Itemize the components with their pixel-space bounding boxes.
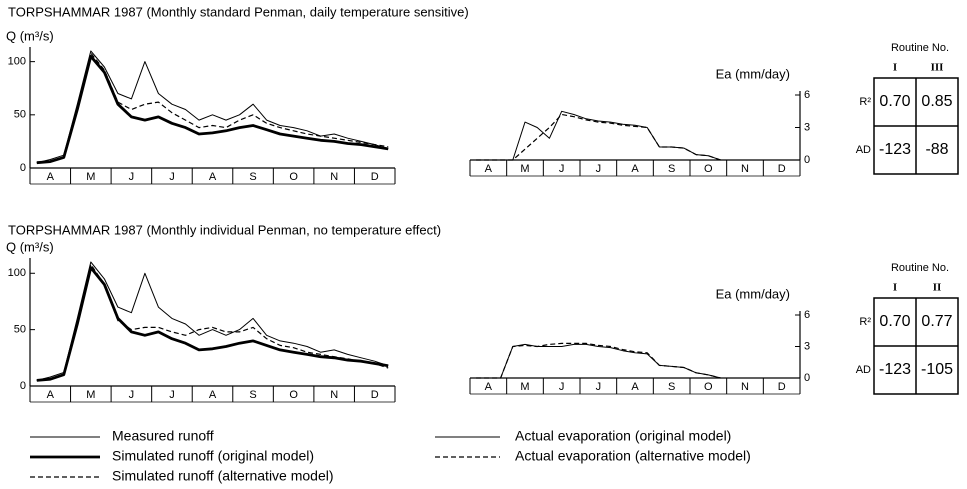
- series-line: [476, 110, 721, 161]
- chart-title: TORPSHAMMAR 1987 (Monthly individual Pen…: [8, 222, 441, 237]
- series-line: [36, 266, 389, 382]
- table-title: Routine No.: [891, 262, 949, 274]
- y-tick-label: 0: [804, 154, 810, 166]
- legend-label: Actual evaporation (original model): [515, 428, 731, 444]
- series-line: [36, 52, 389, 164]
- table-row-label: R²: [859, 96, 871, 108]
- series-line: [476, 342, 721, 379]
- table-row-label: R²: [859, 316, 871, 328]
- x-tick-label: N: [330, 389, 338, 401]
- legend-label: Simulated runoff (original model): [112, 448, 314, 464]
- x-tick-label: O: [289, 171, 298, 183]
- table-title: Routine No.: [891, 42, 949, 54]
- legend-label: Actual evaporation (alternative model): [515, 448, 751, 464]
- x-tick-label: D: [371, 389, 379, 401]
- chart-title: TORPSHAMMAR 1987 (Monthly standard Penma…: [8, 4, 469, 19]
- table-column: I: [893, 62, 897, 74]
- y-tick-label: 0: [20, 380, 26, 392]
- y-tick-label: 100: [8, 56, 26, 68]
- x-tick-label: N: [741, 163, 749, 175]
- series-line: [36, 263, 389, 381]
- table-cell: 0.85: [921, 93, 952, 110]
- table-cell: 0.77: [921, 313, 952, 330]
- y-axis-label: Q (m³/s): [6, 239, 54, 254]
- x-tick-label: A: [47, 389, 55, 401]
- series-line: [36, 261, 389, 381]
- y-tick-label: 50: [14, 324, 26, 336]
- x-tick-label: A: [209, 171, 217, 183]
- x-tick-label: J: [169, 389, 175, 401]
- legend-label: Measured runoff: [112, 428, 214, 444]
- y-tick-label: 6: [804, 309, 810, 321]
- table-column: II: [933, 282, 942, 294]
- y-tick-label: 3: [804, 121, 810, 133]
- y-tick-label: 6: [804, 89, 810, 101]
- x-tick-label: N: [330, 171, 338, 183]
- table-cell: -88: [925, 141, 948, 158]
- y-tick-label: 100: [8, 267, 26, 279]
- x-tick-label: M: [86, 389, 95, 401]
- table-cell: 0.70: [879, 313, 910, 330]
- x-tick-label: J: [596, 163, 602, 175]
- x-tick-label: D: [778, 163, 786, 175]
- x-tick-label: O: [704, 163, 713, 175]
- x-tick-label: M: [86, 171, 95, 183]
- table-column: III: [931, 62, 944, 74]
- table-cell: -123: [879, 141, 911, 158]
- x-tick-label: S: [668, 381, 675, 393]
- x-tick-label: S: [249, 171, 256, 183]
- x-tick-label: A: [209, 389, 217, 401]
- series-line: [36, 50, 389, 164]
- table-row-label: AD: [856, 364, 871, 376]
- x-tick-label: S: [668, 163, 675, 175]
- y-axis-label: Ea (mm/day): [716, 286, 790, 301]
- legend-label: Simulated runoff (alternative model): [112, 468, 334, 484]
- x-tick-label: A: [47, 171, 55, 183]
- x-tick-label: D: [778, 381, 786, 393]
- x-tick-label: S: [249, 389, 256, 401]
- x-tick-label: J: [559, 381, 565, 393]
- table-cell: -123: [879, 361, 911, 378]
- x-tick-label: O: [704, 381, 713, 393]
- x-tick-label: A: [631, 381, 639, 393]
- x-tick-label: A: [631, 163, 639, 175]
- table-cell: 0.70: [879, 93, 910, 110]
- x-tick-label: A: [485, 381, 493, 393]
- x-tick-label: O: [289, 389, 298, 401]
- x-tick-label: D: [371, 171, 379, 183]
- y-tick-label: 0: [804, 372, 810, 384]
- x-tick-label: J: [596, 381, 602, 393]
- y-axis-label: Ea (mm/day): [716, 66, 790, 81]
- y-tick-label: 50: [14, 109, 26, 121]
- y-tick-label: 0: [20, 162, 26, 174]
- x-tick-label: A: [485, 163, 493, 175]
- x-tick-label: J: [169, 171, 175, 183]
- y-tick-label: 3: [804, 340, 810, 352]
- x-tick-label: M: [520, 163, 529, 175]
- x-tick-label: J: [559, 163, 565, 175]
- x-tick-label: M: [520, 381, 529, 393]
- table-cell: -105: [921, 361, 953, 378]
- x-tick-label: N: [741, 381, 749, 393]
- series-line: [476, 113, 721, 161]
- table-column: I: [893, 282, 897, 294]
- series-line: [476, 343, 721, 379]
- x-tick-label: J: [129, 389, 135, 401]
- y-axis-label: Q (m³/s): [6, 28, 54, 43]
- x-tick-label: J: [129, 171, 135, 183]
- series-line: [36, 54, 389, 165]
- table-row-label: AD: [856, 144, 871, 156]
